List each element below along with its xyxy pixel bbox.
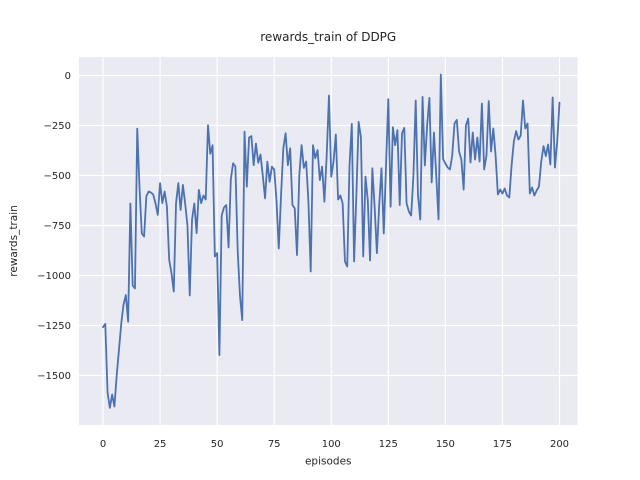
x-tick-label: 125 xyxy=(379,439,398,450)
x-tick-label: 150 xyxy=(436,439,455,450)
y-axis-label: rewards_train xyxy=(8,205,20,277)
x-tick-label: 200 xyxy=(550,439,569,450)
y-tick-label: −250 xyxy=(44,121,71,132)
y-tick-label: −1000 xyxy=(37,271,71,282)
y-tick-label: −500 xyxy=(44,171,71,182)
y-tick-label: −750 xyxy=(44,221,71,232)
series-line xyxy=(102,73,561,409)
x-tick-label: 50 xyxy=(211,439,224,450)
y-tick-labels: 0 −250 −500 −750 −1000 −1250 −1500 xyxy=(37,71,71,382)
x-tick-label: 25 xyxy=(154,439,167,450)
x-tick-label: 175 xyxy=(493,439,512,450)
y-tick-label: −1500 xyxy=(37,371,71,382)
y-tick-label: 0 xyxy=(65,71,71,82)
x-tick-labels: 0 25 50 75 100 125 150 175 200 xyxy=(100,439,569,450)
x-tick-label: 0 xyxy=(100,439,106,450)
x-gridlines xyxy=(102,57,561,425)
x-axis-label: episodes xyxy=(305,456,352,468)
chart-title: rewards_train of DDPG xyxy=(260,30,396,44)
x-tick-label: 75 xyxy=(268,439,281,450)
x-tick-label: 100 xyxy=(322,439,341,450)
y-tick-label: −1250 xyxy=(37,321,71,332)
